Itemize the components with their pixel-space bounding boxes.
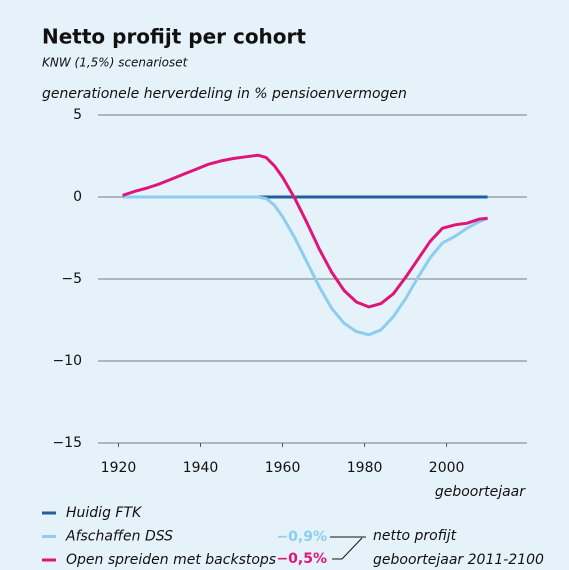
y-tick-label: −15 xyxy=(52,435,82,451)
chart-subtitle: KNW (1,5%) scenarioset xyxy=(42,56,189,70)
legend-label: Afschaffen DSS xyxy=(65,529,173,545)
series-line xyxy=(122,195,489,337)
legend-label: Huidig FTK xyxy=(66,505,143,521)
annotation: −0,5% xyxy=(276,551,327,567)
y-tick-label: 5 xyxy=(73,107,82,123)
annotation: −0,9% xyxy=(276,529,327,545)
y-tick-label: −10 xyxy=(52,353,82,369)
x-tick-label: 2000 xyxy=(429,460,465,476)
annotation-note: netto profijt xyxy=(373,528,457,544)
x-axis-label: geboortejaar xyxy=(435,484,526,500)
y-tick-label: −5 xyxy=(61,271,82,287)
connector xyxy=(332,537,363,560)
y-axis-label: generationele herverdeling in % pensioen… xyxy=(42,86,407,102)
x-tick-label: 1920 xyxy=(101,460,137,476)
y-tick-label: 0 xyxy=(73,189,82,205)
annotation-note: geboortejaar 2011-2100 xyxy=(373,552,544,568)
x-tick-label: 1960 xyxy=(265,460,301,476)
x-tick-label: 1980 xyxy=(347,460,383,476)
x-tick-label: 1940 xyxy=(183,460,219,476)
chart-title: Netto profijt per cohort xyxy=(42,25,306,49)
series-line xyxy=(122,153,488,309)
legend-label: Open spreiden met backstops xyxy=(66,552,276,568)
